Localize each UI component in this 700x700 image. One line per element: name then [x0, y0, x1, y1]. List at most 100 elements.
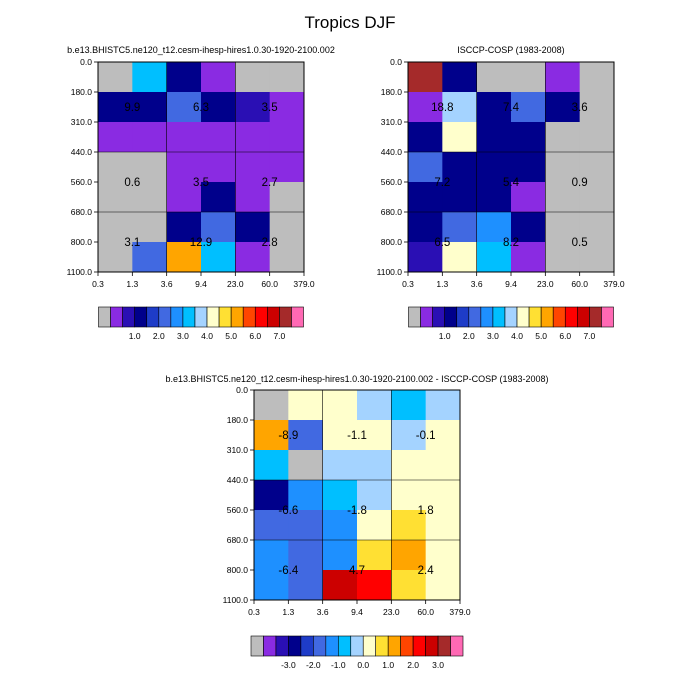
x-tick-label: 379.0 — [603, 279, 625, 289]
heatmap-cell — [98, 122, 133, 153]
heatmap-cell — [357, 510, 392, 541]
block-value-label: 7.4 — [503, 102, 520, 114]
colorbar-swatch — [291, 306, 304, 328]
heatmap-cell — [132, 62, 168, 93]
heatmap-cell — [132, 212, 168, 243]
y-tick-label: 800.0 — [227, 565, 249, 575]
colorbar-swatch — [122, 306, 135, 328]
x-tick-label: 9.4 — [195, 279, 207, 289]
colorbar-swatch — [540, 306, 554, 328]
colorbar-swatch — [254, 306, 268, 328]
colorbar-label: 1.0 — [129, 331, 141, 341]
colorbar-swatch — [387, 635, 401, 657]
heatmap-cell — [288, 540, 324, 571]
colorbar-swatch — [206, 306, 220, 328]
x-tick-label: 379.0 — [449, 607, 471, 617]
heatmap-cell — [408, 92, 443, 123]
colorbar-swatch — [437, 635, 451, 657]
block-value-label: 1.8 — [418, 505, 434, 517]
block-value-label: 6.5 — [434, 237, 450, 249]
colorbar-swatch — [564, 306, 578, 328]
colorbar: 1.0 2.0 3.0 4.0 5.0 6.0 7.0 — [98, 306, 304, 341]
block-value-label: -6.6 — [278, 505, 298, 517]
heatmap-cell — [357, 390, 392, 421]
colorbar-label: 6.0 — [249, 331, 261, 341]
y-tick-label: 560.0 — [381, 177, 403, 187]
y-tick-label: 310.0 — [71, 117, 93, 127]
y-tick-label: 1100.0 — [67, 267, 93, 277]
heatmap-cell — [357, 420, 392, 451]
colorbar-swatch — [425, 635, 439, 657]
heatmap-cell — [476, 152, 512, 183]
heatmap-cell — [269, 122, 305, 153]
heatmap-cell — [201, 92, 236, 123]
y-tick-label: 560.0 — [227, 505, 249, 515]
block-value-label: 6.3 — [193, 102, 209, 114]
y-tick-label: 0.0 — [236, 385, 248, 395]
block-value-label: 0.5 — [572, 237, 588, 249]
heatmap-cell — [98, 152, 133, 183]
heatmap-cell — [425, 390, 461, 421]
block-value-label: 3.1 — [124, 237, 140, 249]
colorbar-swatch — [300, 635, 314, 657]
heatmap-cell — [579, 212, 615, 243]
colorbar-label: 0.0 — [357, 660, 369, 670]
heatmap-cell — [579, 242, 615, 273]
heatmap-cell — [269, 92, 305, 123]
block-value-label: 3.6 — [572, 102, 588, 114]
colorbar-swatch — [337, 635, 352, 657]
heatmap-cell — [322, 570, 358, 601]
x-tick-label: 60.0 — [261, 279, 278, 289]
heatmap-cell — [579, 152, 615, 183]
colorbar-label: 3.0 — [487, 331, 499, 341]
panel-1: b.e13.BHISTC5.ne120_t12.cesm-ihesp-hires… — [67, 45, 335, 341]
block-value-label: 2.4 — [418, 565, 435, 577]
colorbar-swatch — [242, 306, 256, 328]
heatmap-cell — [545, 182, 581, 213]
colorbar-swatch — [350, 635, 364, 657]
y-tick-label: 310.0 — [227, 445, 249, 455]
heatmap-cell — [545, 152, 581, 183]
colorbar-label: 2.0 — [153, 331, 165, 341]
heatmap-cell — [269, 152, 305, 183]
heatmap-cell — [391, 510, 427, 541]
heatmap-cell — [357, 450, 392, 481]
heatmap-cell — [322, 480, 358, 511]
block-value-label: 12.9 — [190, 237, 212, 249]
y-tick-label: 310.0 — [381, 117, 403, 127]
heatmap-cell — [235, 62, 271, 93]
heatmap-cell — [132, 92, 168, 123]
colorbar-label: -1.0 — [331, 660, 346, 670]
heatmap-cell — [579, 92, 615, 123]
colorbar-swatch — [230, 306, 244, 328]
heatmap-cell — [442, 212, 478, 243]
x-tick-label: 3.6 — [317, 607, 329, 617]
block-value-label: -6.4 — [278, 565, 298, 577]
y-tick-label: 180.0 — [381, 87, 403, 97]
heatmap-cell — [476, 242, 512, 273]
heatmap-cell — [545, 62, 581, 93]
x-tick-label: 0.3 — [402, 279, 414, 289]
heatmap-cell — [408, 212, 443, 243]
colorbar-swatch — [275, 635, 289, 657]
colorbar-label: 5.0 — [225, 331, 237, 341]
x-tick-label: 60.0 — [571, 279, 588, 289]
y-tick-label: 1100.0 — [377, 267, 403, 277]
heatmap-cell — [254, 420, 289, 451]
heatmap-cell — [288, 570, 324, 601]
heatmap-cell — [476, 62, 512, 93]
heatmap-cell — [408, 152, 443, 183]
heatmap-cell — [288, 450, 324, 481]
block-value-label: -8.9 — [278, 430, 298, 442]
heatmap-cell — [391, 420, 427, 451]
colorbar-swatch — [552, 306, 566, 328]
block-value-label: 4.7 — [349, 565, 365, 577]
colorbar-swatch — [468, 306, 482, 328]
block-value-label: 9.9 — [124, 102, 140, 114]
heatmap-cell — [476, 122, 512, 153]
heatmap-cell — [545, 122, 581, 153]
heatmap-cell — [166, 242, 202, 273]
colorbar-swatch — [504, 306, 518, 328]
heatmap-cell — [235, 122, 271, 153]
